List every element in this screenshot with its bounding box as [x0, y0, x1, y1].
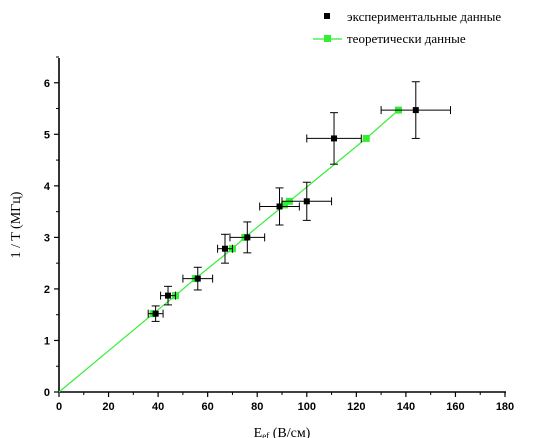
theoretical-point [280, 201, 288, 209]
x-tick-label: 40 [152, 401, 164, 413]
x-tick-label: 0 [56, 401, 62, 413]
x-tick-label: 20 [102, 401, 114, 413]
theoretical-point [362, 134, 370, 142]
series-theoretical [58, 106, 402, 393]
x-tick-label: 100 [298, 401, 316, 413]
experimental-point [244, 234, 251, 241]
theoretical-line [58, 109, 399, 393]
x-tick-label: 140 [397, 401, 415, 413]
experimental-point [152, 310, 159, 317]
y-tick-label: 2 [44, 284, 50, 296]
x-axis-title-main: E [254, 426, 263, 438]
experimental-point [276, 203, 283, 210]
legend-marker-theoretical [324, 35, 331, 42]
experimental-point [331, 135, 338, 142]
x-axis-title-sub: ef [262, 431, 269, 438]
y-ticks: 0 1 2 3 4 5 6 [44, 56, 59, 399]
experimental-point [222, 245, 229, 252]
legend: экспериментальные данные теоретически да… [313, 9, 501, 46]
x-axis-title: Eef (В/см) [254, 426, 311, 438]
x-tick-label: 160 [446, 401, 464, 413]
legend-marker-experimental [324, 13, 330, 19]
experimental-point [303, 198, 310, 205]
legend-label-experimental: экспериментальные данные [347, 9, 501, 24]
x-tick-label: 60 [202, 401, 214, 413]
y-tick-label: 4 [44, 181, 51, 193]
experimental-point [165, 292, 172, 299]
experimental-point [412, 107, 419, 114]
y-tick-label: 3 [44, 232, 50, 244]
x-tick-label: 180 [496, 401, 514, 413]
legend-label-theoretical: теоретически данные [347, 31, 466, 46]
x-tick-label: 80 [251, 401, 263, 413]
y-tick-label: 5 [44, 129, 50, 141]
x-axis-title-unit: (В/см) [269, 426, 310, 438]
y-tick-label: 6 [44, 78, 50, 90]
series-experimental [147, 81, 451, 322]
y-tick-label: 1 [44, 335, 50, 347]
experimental-point [194, 275, 201, 282]
x-tick-label: 120 [347, 401, 365, 413]
x-ticks: 0 20 40 60 80 100 120 140 160 180 [56, 392, 514, 413]
y-tick-label: 0 [44, 387, 50, 399]
y-axis-title: 1 / T (МГц) [9, 191, 24, 258]
